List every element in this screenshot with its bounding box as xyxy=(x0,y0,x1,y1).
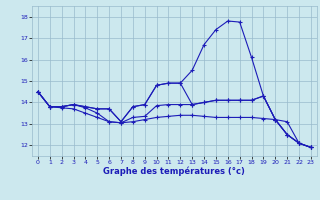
X-axis label: Graphe des températures (°c): Graphe des températures (°c) xyxy=(103,167,245,176)
